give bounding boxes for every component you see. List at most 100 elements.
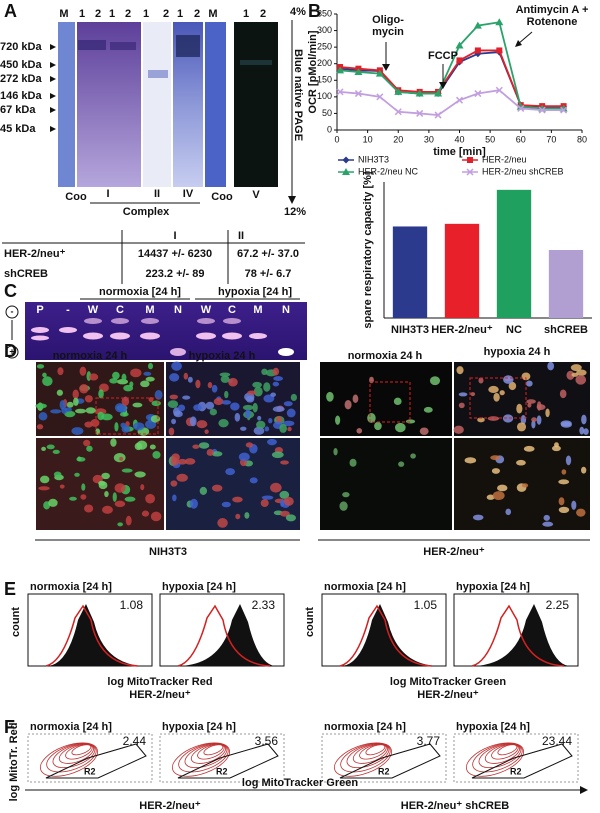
cell [150,415,161,423]
plot-value: 3.77 [417,734,441,748]
cell [119,456,124,462]
gate-label: R2 [378,766,390,776]
cell [581,414,587,425]
table-header: I [173,230,176,242]
cell [252,381,262,388]
percent-label: 4% [290,6,306,18]
cell [272,406,285,413]
cell [279,490,290,499]
cell [38,412,48,421]
electrode [5,305,19,319]
cell [145,376,155,382]
polarity: + [9,346,14,356]
cell [240,426,247,431]
cell [195,379,201,389]
condition-label: hypoxia 24 h [189,350,256,362]
axis-label: OCR [pMol/min] [307,30,319,113]
cell [253,426,265,435]
cell [395,422,406,433]
cell [97,411,105,421]
lane-label: 1 [177,8,183,20]
cell [570,364,582,372]
x-tick-label: 10 [363,134,373,144]
cell [176,473,188,482]
lane-label: 1 [109,8,115,20]
cell [571,500,577,510]
cell [497,484,508,492]
cell [136,440,148,450]
lane-label: - [66,304,70,316]
lane-label: 1 [79,8,85,20]
condition-label: normoxia [24 h] [99,286,181,298]
cell [491,468,501,474]
cell [508,381,517,391]
cell [271,451,284,459]
cell [36,424,44,430]
contour [465,742,524,777]
cell-line-label: HER-2/neu⁺ [417,689,479,701]
cell [73,397,79,406]
cell [505,508,512,516]
kda-label: 67 kDa [0,104,36,116]
cell [272,381,280,387]
gel-bands [31,318,294,356]
bar [444,223,480,318]
cell [211,451,223,457]
legend-marker [467,157,473,163]
cell [125,515,132,526]
cell [244,512,250,519]
cell [140,484,145,491]
kda-label: 146 kDa [0,90,42,102]
point [496,47,503,54]
cell [145,493,156,504]
cell [66,401,74,408]
gel-title: Blue native PAGE [292,49,304,141]
histogram-outline [471,604,565,667]
bar [548,250,584,318]
legend-label: HER-2/neu NC [358,166,419,176]
cell [290,393,297,402]
cell [249,477,258,484]
cell [458,392,468,397]
gel-label: I [106,188,109,200]
cell [198,442,210,449]
marker-arrows [50,44,56,132]
contour [184,743,228,769]
cell [561,469,567,475]
cell [333,448,338,456]
cell [272,367,280,376]
x-tick-label: 60 [516,134,526,144]
plot-title: hypoxia [24 h] [162,721,236,733]
cell [172,494,177,502]
contour [203,744,224,756]
zoom-box [369,381,411,423]
table [2,230,305,284]
table-cell: 67.2 +/- 37.0 [237,248,299,260]
cell [342,492,350,498]
cell [114,403,125,413]
cell [204,429,209,434]
cell [279,510,290,517]
lane-label: N [174,304,182,316]
series-line [339,21,564,110]
cell [335,415,341,425]
series-line [339,49,564,108]
cell [183,372,189,380]
cell [170,457,179,466]
panel-letter: A [4,1,17,21]
lane-label: N [282,304,290,316]
point [456,57,463,64]
cell [583,428,589,435]
point [354,68,363,75]
y-tick-label: 350 [317,8,332,18]
cell [405,419,416,424]
cell [95,428,100,435]
cell [119,412,129,417]
plot-title: normoxia [24 h] [324,721,406,733]
cell [456,366,464,375]
contour [340,742,391,773]
axis-label: log MitoTracker Green [242,777,358,789]
cell [211,384,218,393]
cell [261,495,274,500]
axis-label: count [304,607,316,637]
